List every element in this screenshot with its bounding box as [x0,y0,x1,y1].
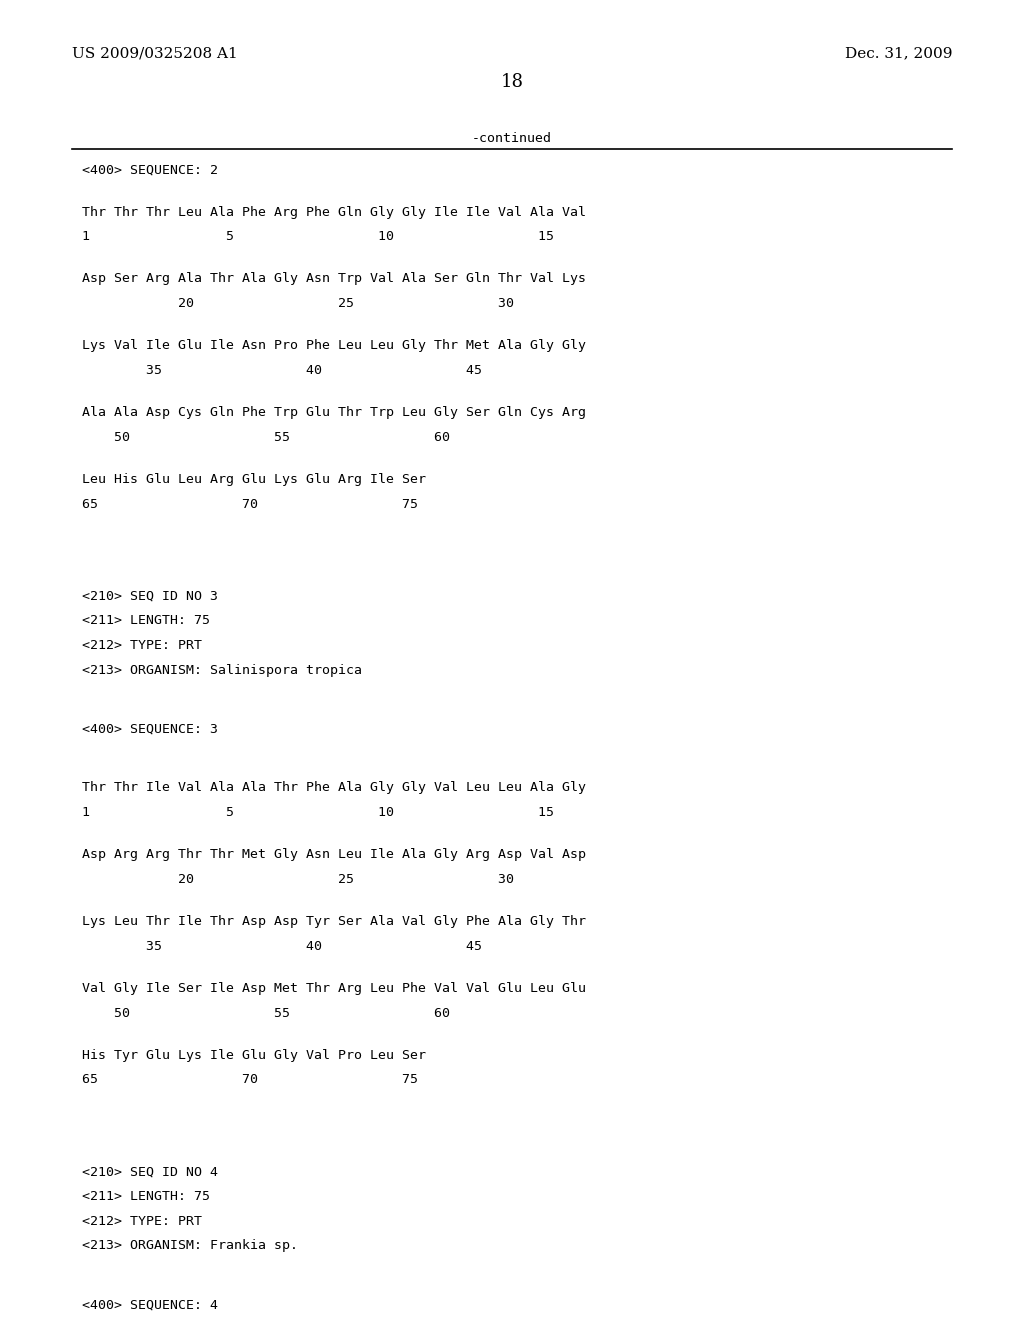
Text: 20                  25                  30: 20 25 30 [82,297,514,310]
Text: <213> ORGANISM: Salinispora tropica: <213> ORGANISM: Salinispora tropica [82,664,361,677]
Text: Asp Arg Arg Thr Thr Met Gly Asn Leu Ile Ala Gly Arg Asp Val Asp: Asp Arg Arg Thr Thr Met Gly Asn Leu Ile … [82,849,586,861]
Text: <212> TYPE: PRT: <212> TYPE: PRT [82,639,202,652]
Text: <211> LENGTH: 75: <211> LENGTH: 75 [82,614,210,627]
Text: Thr Thr Ile Val Ala Ala Thr Phe Ala Gly Gly Val Leu Leu Ala Gly: Thr Thr Ile Val Ala Ala Thr Phe Ala Gly … [82,781,586,795]
Text: 35                  40                  45: 35 40 45 [82,364,482,378]
Text: 50                  55                  60: 50 55 60 [82,430,450,444]
Text: US 2009/0325208 A1: US 2009/0325208 A1 [72,46,238,61]
Text: 35                  40                  45: 35 40 45 [82,940,482,953]
Text: 65                  70                  75: 65 70 75 [82,498,418,511]
Text: Ala Ala Asp Cys Gln Phe Trp Glu Thr Trp Leu Gly Ser Gln Cys Arg: Ala Ala Asp Cys Gln Phe Trp Glu Thr Trp … [82,407,586,418]
Text: 1                 5                  10                  15: 1 5 10 15 [82,807,554,820]
Text: Dec. 31, 2009: Dec. 31, 2009 [845,46,952,61]
Text: -continued: -continued [472,132,552,145]
Text: Lys Val Ile Glu Ile Asn Pro Phe Leu Leu Gly Thr Met Ala Gly Gly: Lys Val Ile Glu Ile Asn Pro Phe Leu Leu … [82,339,586,352]
Text: Lys Leu Thr Ile Thr Asp Asp Tyr Ser Ala Val Gly Phe Ala Gly Thr: Lys Leu Thr Ile Thr Asp Asp Tyr Ser Ala … [82,915,586,928]
Text: <213> ORGANISM: Frankia sp.: <213> ORGANISM: Frankia sp. [82,1239,298,1253]
Text: <211> LENGTH: 75: <211> LENGTH: 75 [82,1189,210,1203]
Text: 65                  70                  75: 65 70 75 [82,1073,418,1086]
Text: His Tyr Glu Lys Ile Glu Gly Val Pro Leu Ser: His Tyr Glu Lys Ile Glu Gly Val Pro Leu … [82,1048,426,1061]
Text: <400> SEQUENCE: 2: <400> SEQUENCE: 2 [82,164,218,177]
Text: <210> SEQ ID NO 4: <210> SEQ ID NO 4 [82,1166,218,1177]
Text: <212> TYPE: PRT: <212> TYPE: PRT [82,1214,202,1228]
Text: <400> SEQUENCE: 3: <400> SEQUENCE: 3 [82,722,218,735]
Text: 1                 5                  10                  15: 1 5 10 15 [82,231,554,243]
Text: Leu His Glu Leu Arg Glu Lys Glu Arg Ile Ser: Leu His Glu Leu Arg Glu Lys Glu Arg Ile … [82,473,426,486]
Text: Asp Ser Arg Ala Thr Ala Gly Asn Trp Val Ala Ser Gln Thr Val Lys: Asp Ser Arg Ala Thr Ala Gly Asn Trp Val … [82,272,586,285]
Text: Val Gly Ile Ser Ile Asp Met Thr Arg Leu Phe Val Val Glu Leu Glu: Val Gly Ile Ser Ile Asp Met Thr Arg Leu … [82,982,586,995]
Text: 20                  25                  30: 20 25 30 [82,873,514,886]
Text: 50                  55                  60: 50 55 60 [82,1007,450,1019]
Text: <210> SEQ ID NO 3: <210> SEQ ID NO 3 [82,589,218,602]
Text: 18: 18 [501,73,523,91]
Text: Thr Thr Thr Leu Ala Phe Arg Phe Gln Gly Gly Ile Ile Val Ala Val: Thr Thr Thr Leu Ala Phe Arg Phe Gln Gly … [82,206,586,219]
Text: <400> SEQUENCE: 4: <400> SEQUENCE: 4 [82,1299,218,1311]
